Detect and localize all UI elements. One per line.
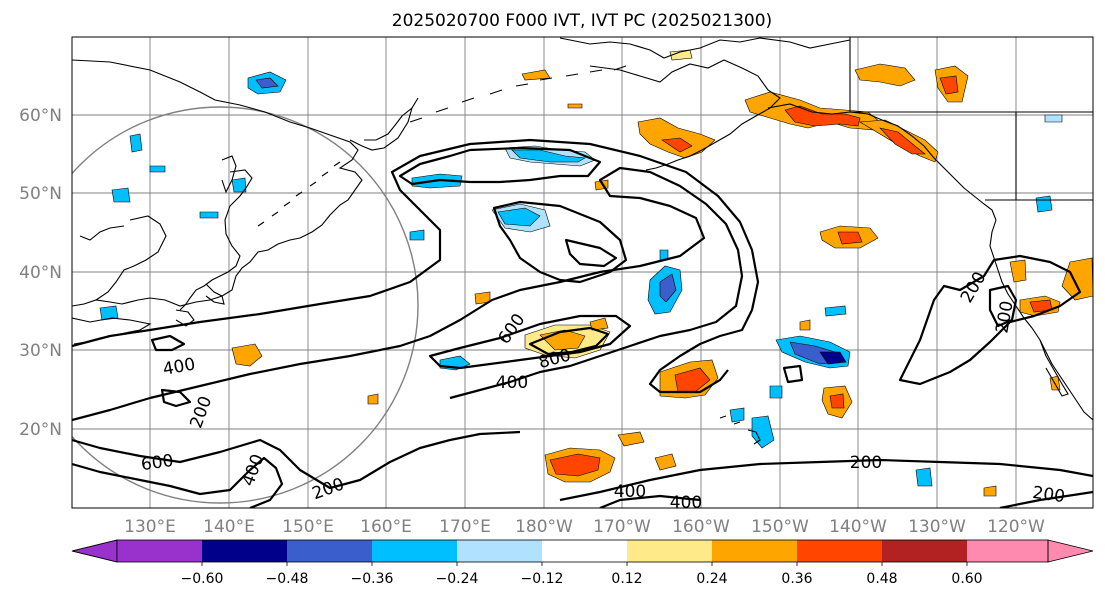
map-frame — [71, 36, 1094, 509]
lon-label: 150°E — [282, 517, 334, 537]
colorbar-tick-label: 0.36 — [781, 571, 812, 587]
contour-label: 400 — [670, 493, 702, 513]
colorbar-segment — [457, 540, 542, 562]
lon-label: 140°W — [829, 517, 887, 537]
coastlines — [72, 37, 1093, 445]
lon-label: 130°E — [124, 517, 176, 537]
colorbar-segment — [882, 540, 967, 562]
colorbar-tick-label: −0.24 — [436, 571, 479, 587]
lon-label: 130°W — [908, 517, 966, 537]
colorbar-segment — [542, 540, 627, 562]
longitude-labels: 130°E 140°E 150°E 160°E 170°E 180°W 170°… — [124, 517, 1045, 537]
colorbar-tick-label: −0.12 — [521, 571, 564, 587]
lon-label: 160°W — [672, 517, 730, 537]
contour-label: 200 — [850, 453, 882, 473]
colorbar-high-extend — [1047, 539, 1094, 563]
lon-label: 150°W — [751, 517, 809, 537]
lon-label: 160°E — [360, 517, 412, 537]
colorbar-segment — [202, 540, 287, 562]
colorbar-segment — [372, 540, 457, 562]
map-title: 2025020700 F000 IVT, IVT PC (2025021300) — [392, 11, 772, 31]
colorbar-segment — [967, 540, 1048, 562]
contour-label: 400 — [496, 373, 528, 393]
lat-label-40n: 40°N — [19, 263, 62, 283]
colorbar-segment — [797, 540, 882, 562]
colorbar-segment — [712, 540, 797, 562]
lat-label-60n: 60°N — [19, 106, 62, 126]
ivt-contours — [72, 138, 1093, 508]
lat-label-20n: 20°N — [19, 420, 62, 440]
lon-label: 170°W — [593, 517, 651, 537]
lat-label-30n: 30°N — [19, 341, 62, 361]
lon-label: 170°E — [439, 517, 491, 537]
colorbar-tick-label: 0.12 — [611, 571, 642, 587]
region-circle — [72, 106, 419, 504]
colorbar-tick-label: 0.48 — [866, 571, 897, 587]
colorbar-segment — [117, 540, 202, 562]
contour-label: 400 — [614, 482, 646, 502]
lon-label: 120°W — [987, 517, 1045, 537]
colorbar-tick-label: 0.60 — [951, 571, 982, 587]
colorbar-low-extend — [71, 539, 118, 563]
colorbar-tick-label: −0.48 — [266, 571, 309, 587]
map-panel: 200 200 200 200 200 400 400 400 400 400 … — [71, 36, 1094, 513]
colorbar: −0.60 −0.48 −0.36 −0.24 −0.12 0.12 0.24 … — [71, 539, 1094, 587]
contour-label: 200 — [1031, 483, 1066, 507]
colorbar-tick-label: 0.24 — [696, 571, 727, 587]
contour-labels: 200 200 200 200 200 400 400 400 400 400 … — [140, 268, 1066, 513]
colorbar-tick-label: −0.36 — [351, 571, 394, 587]
contour-label: 600 — [140, 451, 175, 475]
colorbar-segment — [627, 540, 712, 562]
lon-label: 140°E — [203, 517, 255, 537]
colorbar-segment — [287, 540, 372, 562]
lat-label-50n: 50°N — [19, 184, 62, 204]
ivt-pc-shading — [99, 49, 1093, 497]
latitude-labels: 60°N 50°N 40°N 30°N 20°N — [19, 106, 62, 440]
colorbar-tick-label: −0.60 — [181, 571, 224, 587]
lon-label: 180°W — [515, 517, 573, 537]
